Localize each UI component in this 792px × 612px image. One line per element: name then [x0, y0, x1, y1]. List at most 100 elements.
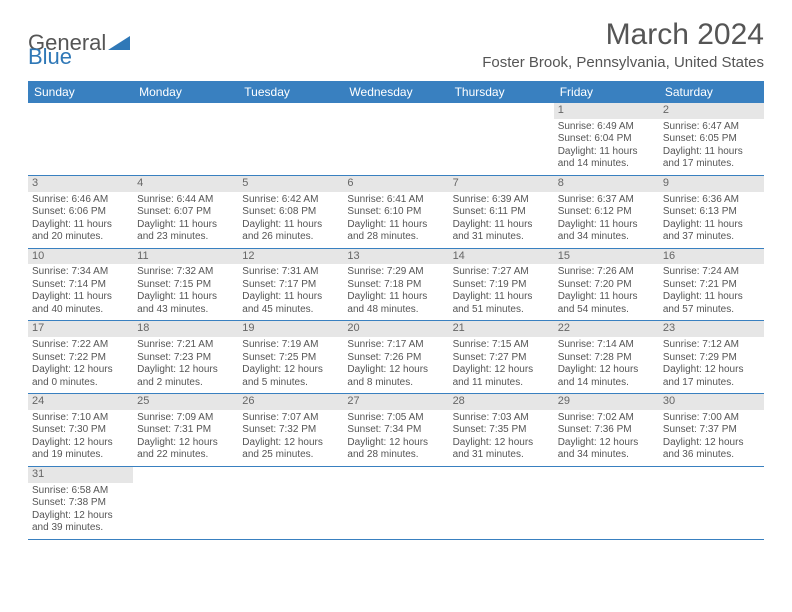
day-body: Sunrise: 7:17 AMSunset: 7:26 PMDaylight:…	[343, 337, 448, 393]
sunrise-text: Sunrise: 6:58 AM	[32, 485, 129, 498]
sunrise-text: Sunrise: 7:12 AM	[663, 339, 760, 352]
day-number: 16	[659, 249, 764, 265]
calendar-cell: .	[343, 103, 448, 175]
calendar-cell: 16Sunrise: 7:24 AMSunset: 7:21 PMDayligh…	[659, 248, 764, 321]
calendar-cell: 3Sunrise: 6:46 AMSunset: 6:06 PMDaylight…	[28, 175, 133, 248]
day-number: 3	[28, 176, 133, 192]
calendar-body: ..... 1Sunrise: 6:49 AMSunset: 6:04 PMDay…	[28, 103, 764, 539]
calendar-row: 24Sunrise: 7:10 AMSunset: 7:30 PMDayligh…	[28, 394, 764, 467]
calendar-cell: 1Sunrise: 6:49 AMSunset: 6:04 PMDaylight…	[554, 103, 659, 175]
sunrise-text: Sunrise: 7:02 AM	[558, 412, 655, 425]
sunset-text: Sunset: 6:04 PM	[558, 133, 655, 146]
daylight-text: Daylight: 12 hours and 28 minutes.	[347, 437, 444, 462]
day-body: Sunrise: 6:44 AMSunset: 6:07 PMDaylight:…	[133, 192, 238, 248]
day-body: Sunrise: 7:12 AMSunset: 7:29 PMDaylight:…	[659, 337, 764, 393]
sunrise-text: Sunrise: 7:00 AM	[663, 412, 760, 425]
day-body: Sunrise: 7:31 AMSunset: 7:17 PMDaylight:…	[238, 264, 343, 320]
day-body: Sunrise: 7:34 AMSunset: 7:14 PMDaylight:…	[28, 264, 133, 320]
daylight-text: Daylight: 12 hours and 17 minutes.	[663, 364, 760, 389]
sunrise-text: Sunrise: 7:34 AM	[32, 266, 129, 279]
sunset-text: Sunset: 7:21 PM	[663, 279, 760, 292]
calendar-cell: 2Sunrise: 6:47 AMSunset: 6:05 PMDaylight…	[659, 103, 764, 175]
day-number: 8	[554, 176, 659, 192]
daylight-text: Daylight: 12 hours and 36 minutes.	[663, 437, 760, 462]
day-body: Sunrise: 6:46 AMSunset: 6:06 PMDaylight:…	[28, 192, 133, 248]
sunset-text: Sunset: 7:32 PM	[242, 424, 339, 437]
sunset-text: Sunset: 7:27 PM	[453, 352, 550, 365]
daylight-text: Daylight: 11 hours and 57 minutes.	[663, 291, 760, 316]
calendar-cell: .	[659, 466, 764, 539]
day-body: Sunrise: 7:02 AMSunset: 7:36 PMDaylight:…	[554, 410, 659, 466]
day-body: Sunrise: 7:07 AMSunset: 7:32 PMDaylight:…	[238, 410, 343, 466]
sunset-text: Sunset: 7:22 PM	[32, 352, 129, 365]
calendar-cell: .	[449, 466, 554, 539]
title-block: March 2024 Foster Brook, Pennsylvania, U…	[482, 18, 764, 71]
sunrise-text: Sunrise: 6:37 AM	[558, 194, 655, 207]
day-number: 1	[554, 103, 659, 119]
day-number: 9	[659, 176, 764, 192]
sunset-text: Sunset: 7:15 PM	[137, 279, 234, 292]
calendar-cell: 8Sunrise: 6:37 AMSunset: 6:12 PMDaylight…	[554, 175, 659, 248]
calendar-cell: .	[554, 466, 659, 539]
day-number: 2	[659, 103, 764, 119]
daylight-text: Daylight: 11 hours and 40 minutes.	[32, 291, 129, 316]
sunrise-text: Sunrise: 7:29 AM	[347, 266, 444, 279]
day-body: Sunrise: 6:42 AMSunset: 6:08 PMDaylight:…	[238, 192, 343, 248]
calendar-cell: .	[133, 466, 238, 539]
calendar-cell: 30Sunrise: 7:00 AMSunset: 7:37 PMDayligh…	[659, 394, 764, 467]
logo-triangle-icon	[108, 30, 130, 56]
day-number: 17	[28, 321, 133, 337]
sunset-text: Sunset: 6:08 PM	[242, 206, 339, 219]
page: General March 2024 Foster Brook, Pennsyl…	[0, 0, 792, 558]
day-body: Sunrise: 6:47 AMSunset: 6:05 PMDaylight:…	[659, 119, 764, 175]
calendar-cell: 26Sunrise: 7:07 AMSunset: 7:32 PMDayligh…	[238, 394, 343, 467]
day-body: Sunrise: 6:49 AMSunset: 6:04 PMDaylight:…	[554, 119, 659, 175]
calendar-header-row: Sunday Monday Tuesday Wednesday Thursday…	[28, 81, 764, 103]
daylight-text: Daylight: 12 hours and 25 minutes.	[242, 437, 339, 462]
day-number: 18	[133, 321, 238, 337]
day-body: Sunrise: 6:41 AMSunset: 6:10 PMDaylight:…	[343, 192, 448, 248]
sunrise-text: Sunrise: 7:03 AM	[453, 412, 550, 425]
sunrise-text: Sunrise: 7:27 AM	[453, 266, 550, 279]
sunrise-text: Sunrise: 6:47 AM	[663, 121, 760, 134]
sunset-text: Sunset: 6:11 PM	[453, 206, 550, 219]
sunset-text: Sunset: 7:26 PM	[347, 352, 444, 365]
daylight-text: Daylight: 12 hours and 19 minutes.	[32, 437, 129, 462]
header: General March 2024 Foster Brook, Pennsyl…	[28, 18, 764, 71]
day-number: 28	[449, 394, 554, 410]
sunrise-text: Sunrise: 6:42 AM	[242, 194, 339, 207]
weekday-sunday: Sunday	[28, 81, 133, 103]
sunset-text: Sunset: 7:29 PM	[663, 352, 760, 365]
day-number: 27	[343, 394, 448, 410]
daylight-text: Daylight: 12 hours and 22 minutes.	[137, 437, 234, 462]
day-body: Sunrise: 7:14 AMSunset: 7:28 PMDaylight:…	[554, 337, 659, 393]
page-subtitle: Foster Brook, Pennsylvania, United State…	[482, 54, 764, 71]
day-body: Sunrise: 7:00 AMSunset: 7:37 PMDaylight:…	[659, 410, 764, 466]
sunset-text: Sunset: 7:19 PM	[453, 279, 550, 292]
calendar-cell: .	[28, 103, 133, 175]
sunset-text: Sunset: 6:06 PM	[32, 206, 129, 219]
sunset-text: Sunset: 6:05 PM	[663, 133, 760, 146]
sunset-text: Sunset: 7:28 PM	[558, 352, 655, 365]
day-number: 5	[238, 176, 343, 192]
sunset-text: Sunset: 6:10 PM	[347, 206, 444, 219]
calendar-cell: 11Sunrise: 7:32 AMSunset: 7:15 PMDayligh…	[133, 248, 238, 321]
calendar-cell: 14Sunrise: 7:27 AMSunset: 7:19 PMDayligh…	[449, 248, 554, 321]
daylight-text: Daylight: 12 hours and 0 minutes.	[32, 364, 129, 389]
sunrise-text: Sunrise: 7:17 AM	[347, 339, 444, 352]
day-number: 30	[659, 394, 764, 410]
day-number: 19	[238, 321, 343, 337]
calendar-table: Sunday Monday Tuesday Wednesday Thursday…	[28, 81, 764, 540]
daylight-text: Daylight: 11 hours and 48 minutes.	[347, 291, 444, 316]
calendar-cell: 20Sunrise: 7:17 AMSunset: 7:26 PMDayligh…	[343, 321, 448, 394]
calendar-cell: .	[238, 103, 343, 175]
sunset-text: Sunset: 7:35 PM	[453, 424, 550, 437]
calendar-cell: 18Sunrise: 7:21 AMSunset: 7:23 PMDayligh…	[133, 321, 238, 394]
day-number: 29	[554, 394, 659, 410]
daylight-text: Daylight: 11 hours and 20 minutes.	[32, 219, 129, 244]
calendar-cell: 31Sunrise: 6:58 AMSunset: 7:38 PMDayligh…	[28, 466, 133, 539]
day-number: 11	[133, 249, 238, 265]
sunset-text: Sunset: 7:38 PM	[32, 497, 129, 510]
day-number: 10	[28, 249, 133, 265]
calendar-cell: 10Sunrise: 7:34 AMSunset: 7:14 PMDayligh…	[28, 248, 133, 321]
